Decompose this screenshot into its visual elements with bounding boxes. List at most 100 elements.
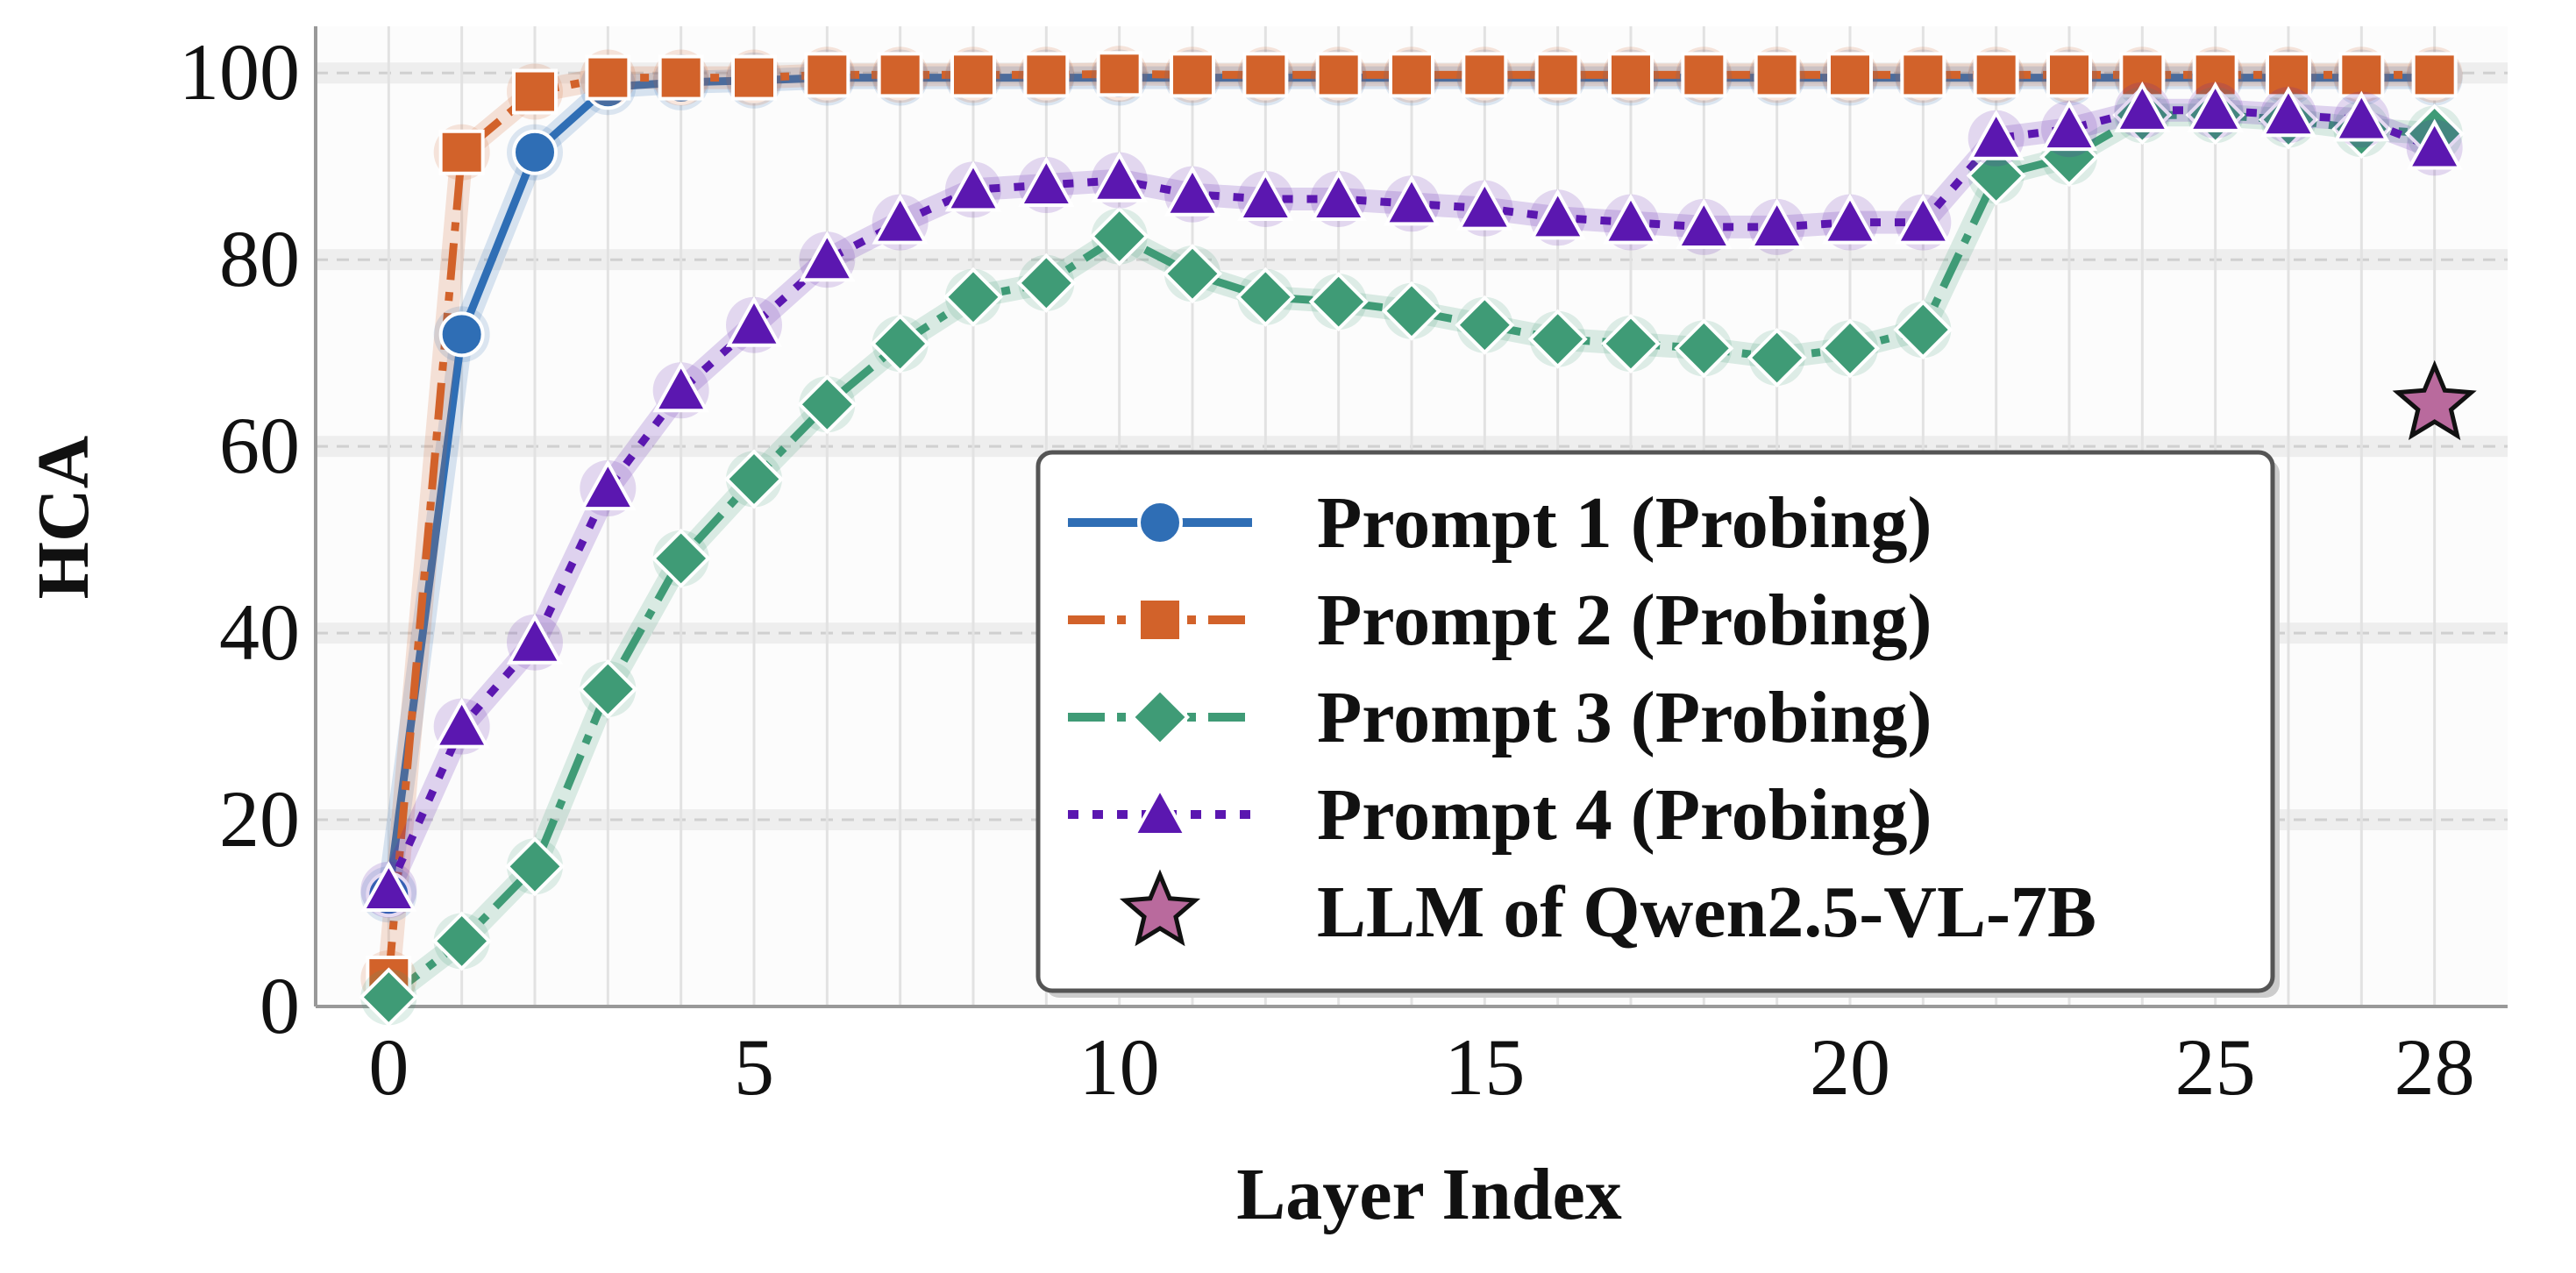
y-tick-label: 80	[219, 214, 300, 303]
data-point	[877, 52, 923, 98]
data-point	[725, 295, 783, 347]
data-point	[1973, 52, 2019, 98]
data-point	[504, 836, 566, 897]
data-point	[1315, 52, 1362, 98]
data-point	[433, 697, 490, 749]
legend-label: Prompt 1 (Probing)	[1317, 482, 1932, 564]
data-point	[731, 54, 777, 101]
x-tick-label: 15	[1444, 1022, 1525, 1112]
data-point	[1163, 165, 1221, 217]
data-point	[578, 658, 638, 720]
data-point	[1237, 170, 1294, 222]
series-line	[384, 69, 2435, 979]
data-point	[506, 613, 564, 665]
data-point	[431, 911, 492, 971]
data-point	[1455, 295, 1515, 355]
data-point	[1016, 252, 1077, 313]
data-point	[1674, 318, 1734, 379]
data-point	[1018, 156, 1075, 208]
data-point	[1381, 281, 1442, 341]
data-point	[359, 967, 419, 1028]
data-point	[943, 267, 1004, 327]
data-point	[2338, 52, 2385, 98]
data-point	[1170, 52, 1215, 98]
data-point	[723, 449, 785, 509]
reference-point	[2392, 359, 2477, 441]
legend-entries: Prompt 1 (Probing) Prompt 2 (Probing) Prom…	[1068, 482, 2096, 953]
data-point	[1968, 109, 2025, 160]
data-point	[2046, 52, 2092, 98]
legend: Prompt 1 (Probing) Prompt 2 (Probing) Prom…	[1035, 450, 2280, 998]
data-point	[2333, 90, 2390, 142]
data-point	[2187, 81, 2244, 132]
data-point	[652, 361, 709, 413]
data-point	[1529, 188, 1586, 240]
data-point	[870, 313, 930, 374]
data-point	[1023, 52, 1070, 98]
x-tick-label: 5	[734, 1022, 774, 1112]
data-point	[651, 528, 711, 588]
legend-marker	[1119, 869, 1201, 947]
data-point	[804, 52, 850, 98]
data-point	[1602, 193, 1660, 245]
data-point	[1893, 300, 1953, 360]
data-point	[1681, 52, 1727, 98]
data-point	[1096, 51, 1142, 97]
data-point	[950, 52, 996, 98]
data-point	[1600, 313, 1662, 374]
data-point	[1089, 206, 1149, 267]
data-point	[2040, 100, 2098, 152]
legend-label: Prompt 4 (Probing)	[1317, 774, 1932, 856]
data-point	[2114, 81, 2171, 132]
data-point	[1895, 193, 1952, 245]
data-point	[658, 54, 704, 101]
data-point	[2259, 86, 2317, 138]
data-point	[1754, 52, 1800, 98]
x-tick-label: 0	[368, 1022, 409, 1112]
legend-label: LLM of Qwen2.5-VL-7B	[1317, 871, 2096, 953]
legend-frame	[1035, 450, 2275, 993]
x-tick-label: 28	[2395, 1022, 2475, 1112]
x-tick-label: 20	[1810, 1022, 1890, 1112]
series-markers	[359, 46, 2465, 1028]
y-tick-label: 20	[219, 774, 300, 864]
data-point	[1091, 151, 1148, 203]
y-tick-label: 100	[179, 27, 300, 117]
data-point	[1821, 193, 1879, 245]
data-point	[1747, 327, 1807, 388]
data-point	[1389, 52, 1434, 98]
data-point	[1235, 267, 1296, 327]
data-point	[1242, 52, 1289, 98]
series-line	[386, 110, 2435, 1000]
data-point	[585, 54, 631, 101]
data-point	[1676, 198, 1733, 249]
data-point	[1310, 170, 1367, 222]
data-point	[360, 860, 417, 912]
data-point	[1748, 198, 1805, 249]
x-tick-label: 10	[1079, 1022, 1160, 1112]
data-point	[1966, 146, 2026, 206]
data-point	[1456, 179, 1513, 231]
legend-marker	[1129, 686, 1191, 748]
data-point	[2406, 118, 2463, 170]
data-point	[1827, 52, 1873, 98]
data-point	[1383, 174, 1441, 226]
y-tick-label: 60	[219, 401, 300, 490]
x-tick-labels: 0 5 10 15 20 25 28	[368, 1022, 2474, 1112]
y-axis-title: HCA	[23, 435, 104, 599]
data-point	[1462, 52, 1508, 98]
data-point	[872, 193, 929, 245]
legend-marker	[1137, 597, 1183, 643]
x-tick-label: 25	[2175, 1022, 2256, 1112]
x-axis-title: Layer Index	[1236, 1154, 1621, 1235]
data-point	[438, 311, 485, 358]
data-point	[1527, 309, 1588, 369]
data-point	[1162, 244, 1223, 304]
legend-marker	[1137, 500, 1183, 545]
data-point	[2192, 52, 2238, 98]
data-point	[512, 129, 558, 175]
data-point	[1308, 272, 1369, 332]
y-tick-labels: 0 20 40 60 80 100	[179, 27, 300, 1050]
data-point	[797, 374, 857, 435]
y-tick-label: 0	[260, 961, 300, 1050]
